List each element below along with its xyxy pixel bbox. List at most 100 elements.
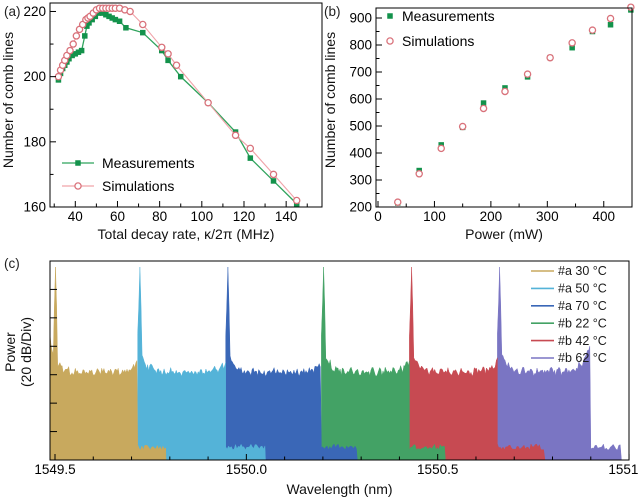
svg-text:220: 220 bbox=[23, 4, 46, 19]
data-point-circle bbox=[523, 70, 532, 78]
data-point-circle bbox=[72, 32, 81, 40]
data-point-circle bbox=[158, 43, 166, 52]
svg-text:600: 600 bbox=[349, 92, 372, 107]
svg-text:1550.0: 1550.0 bbox=[226, 462, 267, 477]
svg-text:180: 180 bbox=[23, 134, 46, 149]
c-spectrum-3 bbox=[321, 266, 446, 460]
data-point-circle bbox=[139, 20, 147, 29]
c-spectrum-2 bbox=[225, 266, 358, 460]
a-legend-label-1: Simulations bbox=[102, 178, 174, 194]
data-point-square bbox=[95, 10, 102, 16]
svg-text:0: 0 bbox=[374, 209, 382, 224]
data-point-square bbox=[165, 57, 171, 64]
svg-text:200: 200 bbox=[23, 69, 46, 84]
data-point-square bbox=[103, 11, 109, 18]
svg-text:400: 400 bbox=[592, 209, 615, 224]
panel-b-y-axis-title: Number of comb lines bbox=[322, 31, 338, 169]
panel-b-plot: 0 100 200 300 400 200 300 400 500 600 700 800 900 Mea… bbox=[349, 3, 635, 225]
svg-text:160: 160 bbox=[23, 200, 46, 215]
c-spectrum-0 bbox=[49, 266, 167, 460]
data-point-circle bbox=[54, 72, 63, 81]
data-point-square bbox=[480, 100, 487, 106]
axis-ticks: 0 100 200 300 400 200 300 400 500 600 700 800 900 bbox=[349, 11, 615, 225]
data-point-circle bbox=[437, 144, 445, 153]
data-point-square bbox=[75, 160, 81, 166]
panel-c-x-axis-title: Wavelength (nm) bbox=[286, 481, 393, 497]
data-point-square bbox=[387, 13, 393, 19]
panel-a-letter: (a) bbox=[4, 4, 21, 19]
c-legend-label-0: #a 30 °C bbox=[558, 264, 607, 278]
data-point-circle bbox=[164, 50, 172, 58]
a-series-simulations bbox=[54, 4, 301, 205]
c-legend-label-5: #b 62 °C bbox=[558, 351, 607, 365]
data-point-square bbox=[78, 47, 85, 54]
c-spectrum-4 bbox=[409, 266, 546, 460]
svg-text:120: 120 bbox=[233, 209, 256, 224]
data-point-circle bbox=[69, 40, 77, 48]
data-point-square bbox=[69, 52, 75, 59]
panel-a-y-axis-title: Number of comb lines bbox=[0, 31, 16, 169]
data-point-square bbox=[92, 13, 99, 20]
data-point-square bbox=[84, 23, 90, 29]
data-point-square bbox=[112, 16, 119, 23]
svg-text:900: 900 bbox=[349, 11, 372, 26]
data-point-square bbox=[106, 13, 112, 20]
axis-ticks: 1549.5 1550.0 1550.5 1551.0 bbox=[34, 454, 639, 477]
c-legend-label-2: #a 70 °C bbox=[558, 299, 607, 313]
svg-text:300: 300 bbox=[536, 209, 559, 224]
svg-text:80: 80 bbox=[152, 209, 167, 224]
data-point-circle bbox=[588, 26, 597, 34]
axis-ticks: 40 60 80 100 120 140 160 180 200 220 bbox=[23, 4, 308, 224]
panel-c-y-axis-title-line2: (20 dB/Div) bbox=[18, 316, 34, 388]
svg-text:100: 100 bbox=[191, 209, 214, 224]
data-point-square bbox=[140, 29, 146, 36]
data-point-square bbox=[99, 10, 106, 16]
data-point-square bbox=[569, 44, 575, 51]
a-series-measurements bbox=[55, 10, 300, 207]
data-point-circle bbox=[204, 98, 212, 107]
svg-text:200: 200 bbox=[349, 200, 372, 215]
data-point-circle bbox=[627, 3, 635, 11]
svg-text:200: 200 bbox=[480, 209, 503, 224]
data-point-circle bbox=[66, 46, 74, 55]
data-point-square bbox=[116, 18, 123, 24]
c-legend: #a 30 °C #a 50 °C #a 70 °C #b 22 °C #b 42 °C… bbox=[531, 264, 607, 365]
panel-b-x-axis-title: Power (mW) bbox=[465, 226, 543, 242]
c-legend-label-1: #a 50 °C bbox=[558, 282, 607, 296]
data-point-circle bbox=[292, 196, 301, 205]
data-point-square bbox=[75, 49, 82, 55]
data-point-circle bbox=[479, 104, 488, 113]
panel-c-plot: 1549.5 1550.0 1550.5 1551.0 #a 30 °C #a 50 °C… bbox=[34, 260, 639, 477]
data-point-circle bbox=[246, 144, 255, 153]
data-point-square bbox=[607, 22, 614, 28]
data-point-circle bbox=[606, 14, 615, 23]
svg-text:300: 300 bbox=[349, 173, 372, 188]
b-legend-label-1: Simulations bbox=[402, 33, 474, 49]
data-point-circle bbox=[568, 39, 576, 47]
data-point-circle bbox=[394, 198, 402, 206]
panel-a-plot: 40 60 80 100 120 140 160 180 200 220 Measurements S… bbox=[23, 2, 323, 224]
data-point-circle bbox=[415, 170, 423, 178]
data-point-square bbox=[247, 155, 254, 161]
data-point-square bbox=[82, 33, 88, 39]
data-point-circle bbox=[546, 53, 554, 62]
panel-c-y-axis-title-line1: Power bbox=[2, 332, 18, 372]
svg-text:500: 500 bbox=[349, 119, 372, 134]
data-point-circle bbox=[126, 7, 134, 16]
data-point-square bbox=[177, 73, 184, 80]
data-point-circle bbox=[458, 122, 467, 131]
data-point-square bbox=[123, 25, 129, 31]
svg-text:700: 700 bbox=[349, 65, 372, 80]
data-point-square bbox=[86, 20, 92, 26]
b-series-simulations bbox=[394, 3, 635, 206]
b-legend: Measurements Simulations bbox=[386, 8, 495, 49]
data-point-circle bbox=[231, 131, 240, 140]
b-legend-label-0: Measurements bbox=[402, 8, 495, 24]
panel-c-y-axis-title: Power (20 dB/Div) bbox=[2, 272, 34, 432]
data-point-circle bbox=[269, 170, 278, 179]
data-point-circle bbox=[74, 182, 82, 190]
svg-text:800: 800 bbox=[349, 38, 372, 53]
c-spectrum-5 bbox=[497, 266, 622, 460]
